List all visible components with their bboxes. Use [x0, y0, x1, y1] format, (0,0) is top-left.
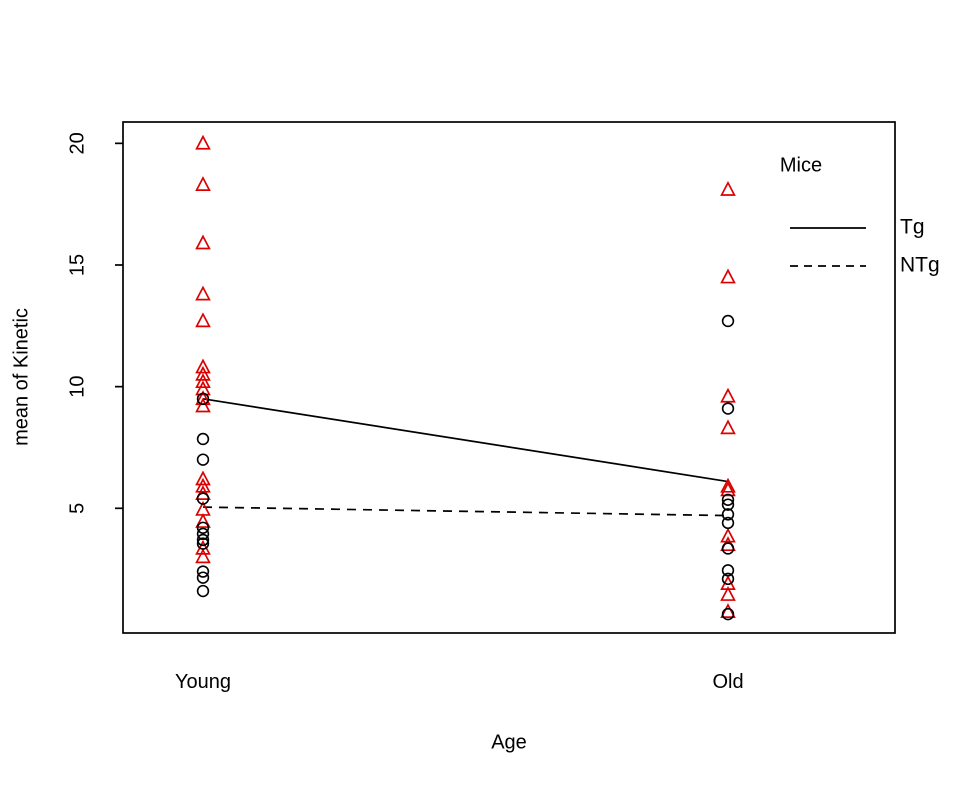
data-point-tg-triangle — [195, 234, 211, 250]
data-point-tg-triangle — [720, 477, 736, 493]
plot-box — [122, 121, 896, 634]
mean-line-tg — [202, 397, 729, 483]
data-point-tg-triangle — [195, 285, 211, 301]
data-point-ntg-circle — [196, 537, 210, 550]
data-point-tg-triangle — [720, 419, 736, 435]
data-point-tg-triangle — [720, 268, 736, 284]
data-point-tg-triangle — [195, 134, 211, 150]
data-point-ntg-circle — [196, 584, 210, 598]
data-point-ntg-circle — [721, 607, 735, 621]
y-tick-label: 20 — [66, 132, 88, 154]
legend-title: Mice — [779, 154, 823, 177]
data-point-tg-triangle — [720, 481, 736, 497]
y-tick-label: 15 — [66, 254, 88, 276]
mean-line-ntg — [202, 506, 729, 517]
legend-label-ntg: NTg — [900, 254, 940, 277]
data-point-tg-triangle — [720, 586, 736, 601]
data-point-tg-triangle — [195, 176, 211, 191]
data-point-tg-triangle — [720, 387, 736, 403]
y-tick-label: 10 — [66, 376, 88, 398]
data-point-ntg-circle — [721, 498, 735, 511]
y-axis-title: mean of Kinetic — [10, 308, 33, 446]
data-point-tg-triangle — [195, 358, 211, 374]
legend-label-tg: Tg — [900, 216, 925, 239]
x-category-label-old: Old — [712, 671, 743, 693]
data-point-ntg-circle — [721, 564, 735, 577]
data-point-ntg-circle — [721, 516, 735, 530]
data-point-tg-triangle — [195, 470, 211, 486]
data-point-tg-triangle — [195, 397, 211, 413]
y-tick-label: 5 — [66, 503, 88, 514]
data-point-ntg-circle — [721, 314, 735, 328]
data-point-tg-triangle — [195, 365, 211, 381]
data-point-ntg-circle — [196, 533, 210, 547]
data-point-tg-triangle — [195, 485, 211, 500]
data-point-tg-triangle — [195, 373, 211, 389]
data-point-ntg-circle — [196, 521, 210, 534]
data-point-ntg-circle — [196, 453, 210, 466]
data-point-ntg-circle — [721, 508, 735, 521]
data-point-ntg-circle — [196, 432, 210, 446]
data-point-tg-triangle — [720, 603, 736, 618]
data-point-ntg-circle — [196, 492, 210, 505]
data-point-ntg-circle — [721, 493, 735, 506]
data-point-tg-triangle — [195, 312, 211, 328]
data-point-ntg-circle — [721, 402, 735, 415]
data-point-tg-triangle — [195, 477, 211, 493]
data-point-ntg-circle — [721, 572, 735, 586]
x-category-label-young: Young — [175, 671, 231, 693]
data-point-tg-triangle — [195, 513, 211, 528]
data-point-tg-triangle — [720, 180, 736, 196]
data-point-ntg-circle — [196, 527, 210, 541]
data-point-tg-triangle — [195, 548, 211, 564]
data-point-tg-triangle — [195, 380, 211, 396]
data-point-ntg-circle — [721, 542, 735, 555]
data-point-tg-triangle — [720, 527, 736, 543]
data-point-ntg-circle — [196, 392, 210, 406]
x-axis-title: Age — [491, 731, 527, 754]
data-point-ntg-circle — [196, 571, 210, 584]
data-point-ntg-circle — [196, 565, 210, 578]
